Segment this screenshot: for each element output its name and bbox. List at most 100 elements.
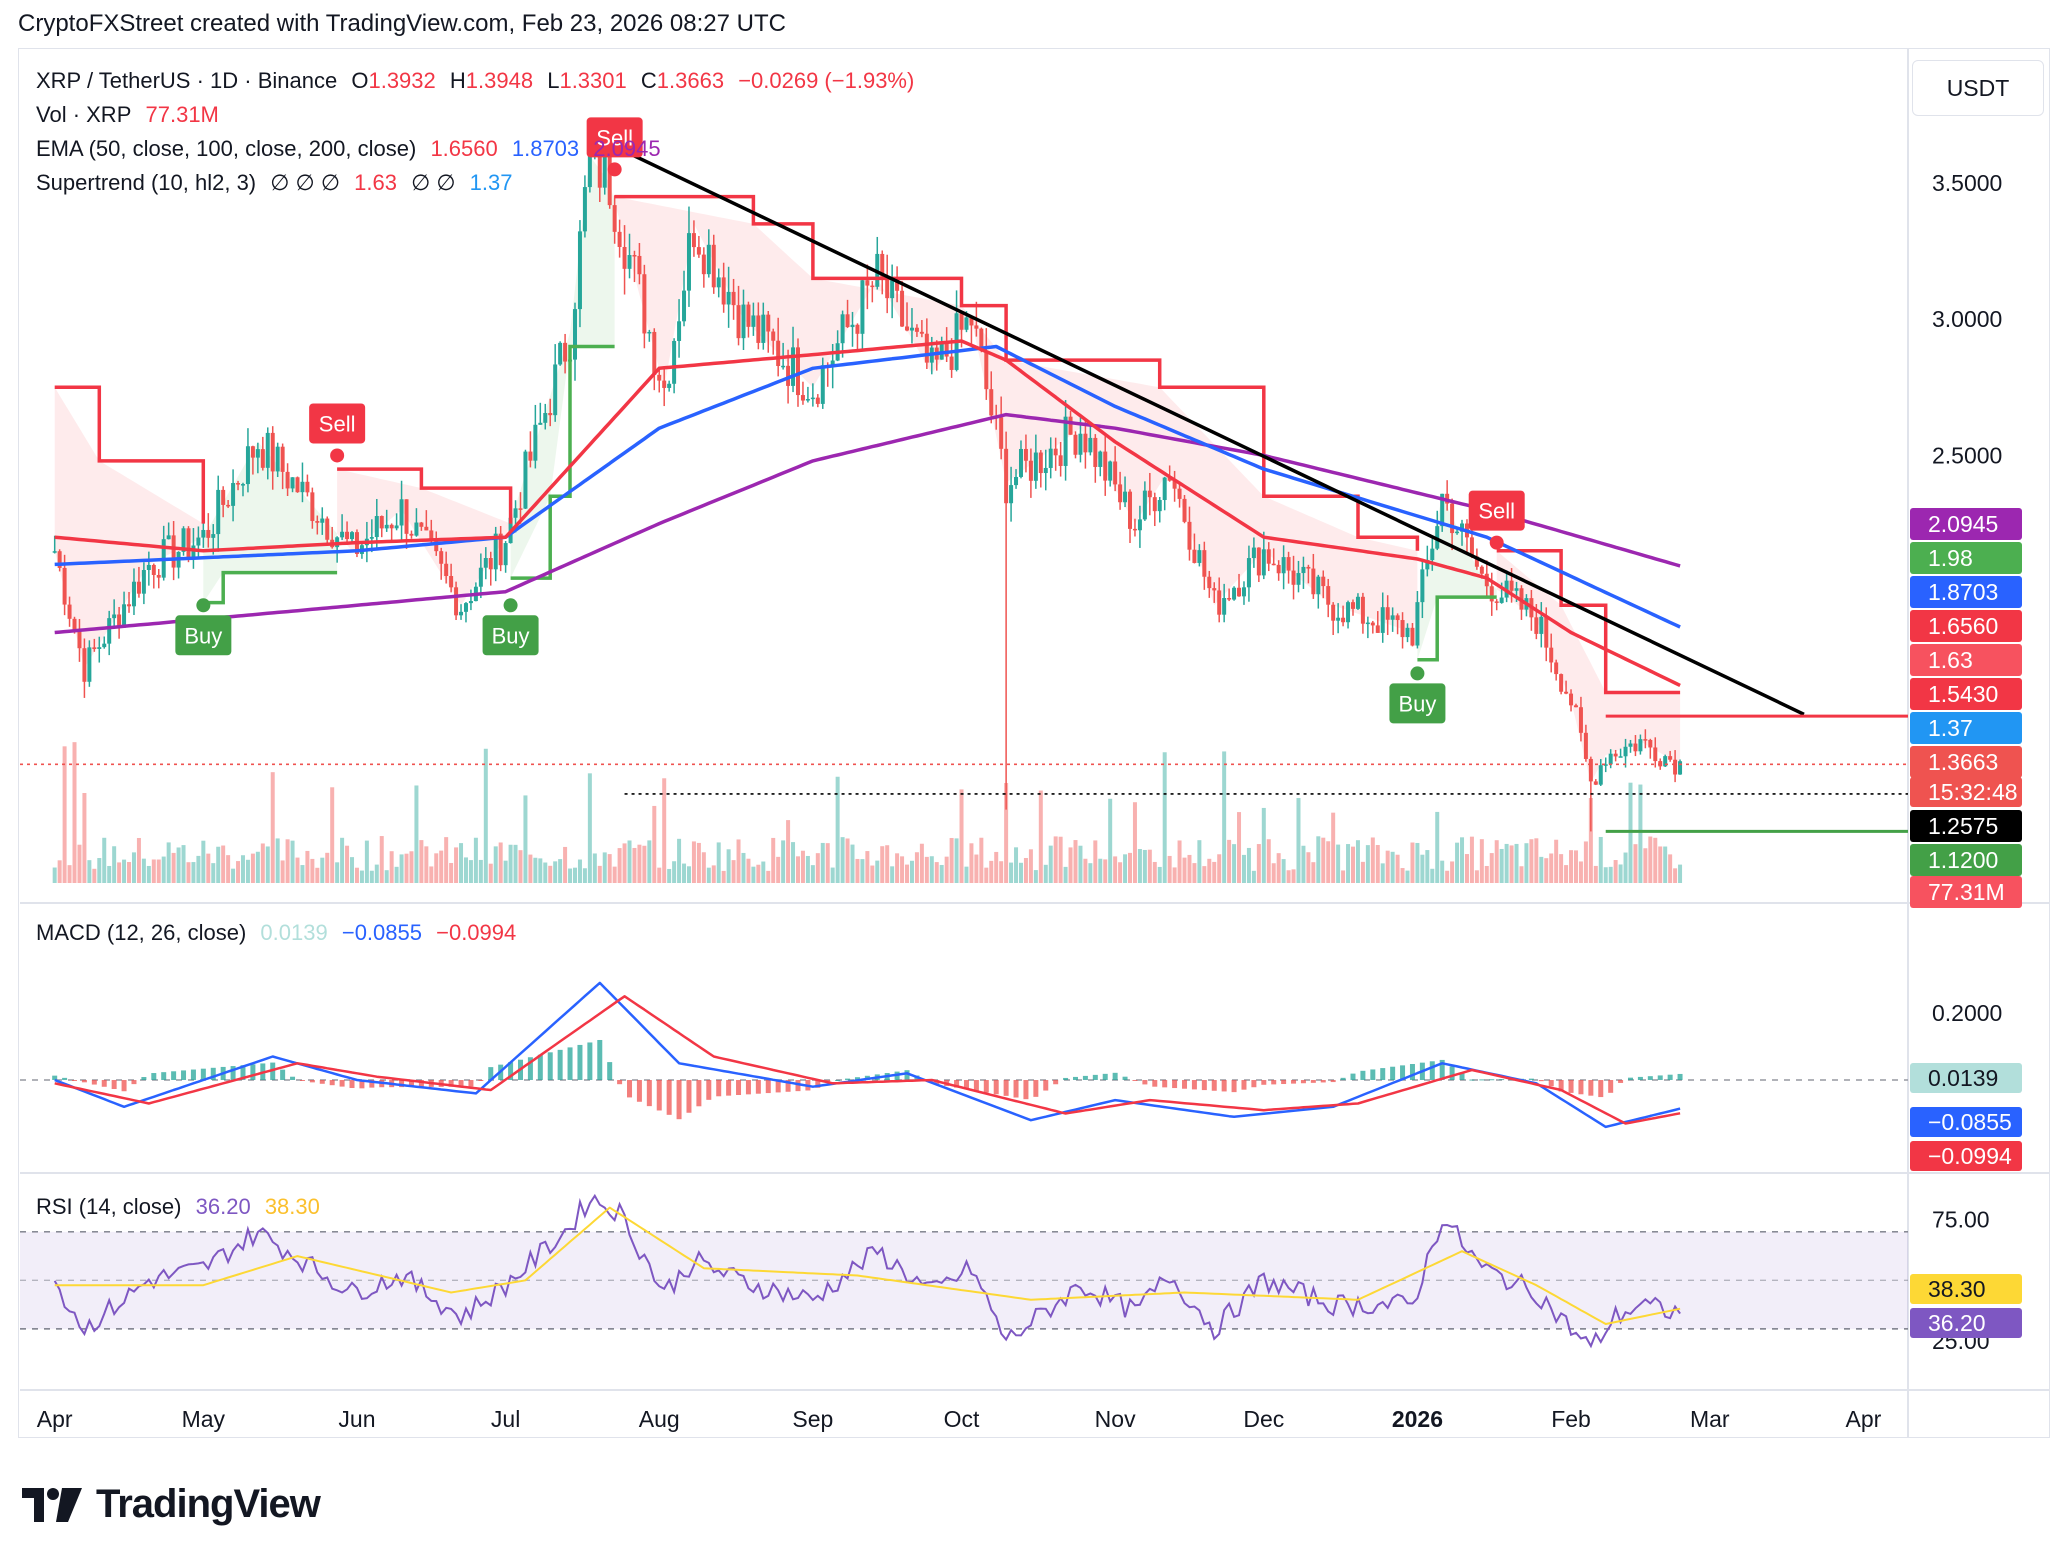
volume-bar bbox=[880, 846, 885, 883]
volume-bar bbox=[384, 870, 389, 883]
candle-body bbox=[1499, 597, 1504, 603]
volume-bar bbox=[1420, 854, 1425, 883]
volume-bar bbox=[226, 855, 231, 883]
volume-bar bbox=[1445, 870, 1450, 883]
volume-bar bbox=[107, 865, 112, 883]
price-label-20945: 2.0945 bbox=[1910, 508, 2022, 540]
candle bbox=[1167, 465, 1172, 482]
volume-bar bbox=[558, 859, 563, 883]
macd-histogram-bar bbox=[716, 1080, 722, 1097]
candle-body bbox=[1336, 617, 1341, 621]
candle bbox=[528, 431, 533, 468]
volume-label[interactable]: Vol · XRP bbox=[36, 102, 132, 127]
macd-value-label: −0.0855 bbox=[1910, 1107, 2022, 1137]
currency-selector[interactable]: USDT bbox=[1912, 60, 2044, 116]
macd-histogram-bar bbox=[597, 1039, 603, 1080]
volume-bar bbox=[701, 852, 706, 883]
candle bbox=[954, 290, 959, 372]
candle-body bbox=[1276, 564, 1281, 574]
candle-body bbox=[652, 331, 657, 375]
supertrend-label[interactable]: Supertrend (10, hl2, 3) bbox=[36, 170, 257, 195]
supertrend-line-3 bbox=[510, 344, 615, 580]
price-label-163: 1.63 bbox=[1910, 644, 2022, 676]
macd-histogram-bar bbox=[1360, 1070, 1366, 1080]
macd-label[interactable]: MACD (12, 26, close) bbox=[36, 920, 247, 945]
candle-body bbox=[582, 187, 587, 232]
volume-bar bbox=[1673, 868, 1678, 883]
rsi-value: 36.20 bbox=[195, 1194, 251, 1219]
candle bbox=[166, 522, 171, 540]
volume-bar bbox=[1157, 866, 1162, 883]
candle bbox=[255, 442, 260, 474]
candle-body bbox=[771, 331, 776, 341]
volume-bar bbox=[409, 851, 414, 883]
candle-body bbox=[860, 280, 865, 334]
candle-body bbox=[731, 291, 736, 306]
tradingview-logo[interactable]: TradingView bbox=[22, 1482, 321, 1527]
macd-histogram-bar bbox=[656, 1080, 662, 1111]
volume-bar bbox=[756, 864, 761, 883]
candle bbox=[1237, 573, 1242, 597]
candle bbox=[1296, 560, 1301, 593]
ema100-line bbox=[54, 344, 1681, 629]
candle-body bbox=[1172, 480, 1177, 489]
volume-bar bbox=[374, 864, 379, 883]
candle-body bbox=[518, 508, 523, 510]
volume-bar bbox=[979, 837, 984, 883]
volume-bar bbox=[1336, 844, 1341, 883]
candle bbox=[122, 591, 127, 628]
macd-histogram-bar bbox=[190, 1069, 196, 1080]
volume-bar bbox=[503, 860, 508, 883]
price-label-bg bbox=[1910, 1063, 2022, 1093]
rsi-label[interactable]: RSI (14, close) bbox=[36, 1194, 182, 1219]
volume-bar bbox=[582, 868, 587, 883]
candle bbox=[1430, 537, 1435, 571]
price-label-text: 0.0139 bbox=[1928, 1065, 1998, 1091]
candle-body bbox=[221, 489, 226, 505]
signal-label: Buy bbox=[184, 623, 222, 648]
candle-body bbox=[815, 397, 820, 404]
ohlc-high-label: H bbox=[449, 68, 466, 93]
price-label-15430: 1.5430 bbox=[1910, 678, 2022, 710]
macd-histogram-bar bbox=[765, 1080, 771, 1094]
candle-body bbox=[642, 274, 647, 334]
candle-body bbox=[791, 347, 796, 386]
volume-bar bbox=[463, 857, 468, 883]
macd-histogram-bar bbox=[408, 1080, 414, 1088]
candle-body bbox=[939, 342, 944, 360]
candle bbox=[320, 507, 325, 535]
macd-histogram-bar bbox=[1182, 1080, 1188, 1089]
volume-bar bbox=[781, 840, 786, 883]
candle bbox=[503, 541, 508, 573]
candle bbox=[1286, 551, 1291, 584]
volume-bar bbox=[1202, 866, 1207, 883]
candle-body bbox=[1360, 596, 1365, 624]
volume-bar bbox=[82, 793, 87, 883]
volume-bar bbox=[1177, 840, 1182, 883]
candle-body bbox=[1271, 563, 1276, 566]
chart-canvas[interactable]: Buy Sell Buy Sell Buy Sell 3.5000 3.0000 2.5000… bbox=[0, 0, 2068, 1440]
candle-body bbox=[959, 313, 964, 330]
volume-bar bbox=[1524, 843, 1529, 883]
candle-body bbox=[57, 551, 62, 568]
candle bbox=[1405, 623, 1410, 643]
candle-body bbox=[895, 277, 900, 291]
candle bbox=[543, 403, 548, 430]
candle bbox=[860, 277, 865, 350]
horizontal-levels bbox=[20, 714, 1908, 833]
price-tick: 3.0000 bbox=[1932, 306, 2002, 332]
macd-histogram-bar bbox=[1558, 1080, 1564, 1092]
candle-body bbox=[1004, 448, 1009, 504]
candle bbox=[67, 596, 72, 627]
candle-body bbox=[1202, 550, 1207, 577]
candle bbox=[112, 599, 117, 628]
candle bbox=[850, 311, 855, 347]
candle-body bbox=[141, 570, 146, 594]
symbol-title[interactable]: XRP / TetherUS · 1D · Binance bbox=[36, 68, 338, 93]
signal-dot bbox=[196, 598, 211, 613]
ema-label[interactable]: EMA (50, close, 100, close, 200, close) bbox=[36, 136, 417, 161]
candle-body bbox=[260, 449, 265, 468]
price-label-bg bbox=[1910, 508, 2022, 540]
candle-body bbox=[1162, 477, 1167, 501]
candle bbox=[909, 308, 914, 344]
